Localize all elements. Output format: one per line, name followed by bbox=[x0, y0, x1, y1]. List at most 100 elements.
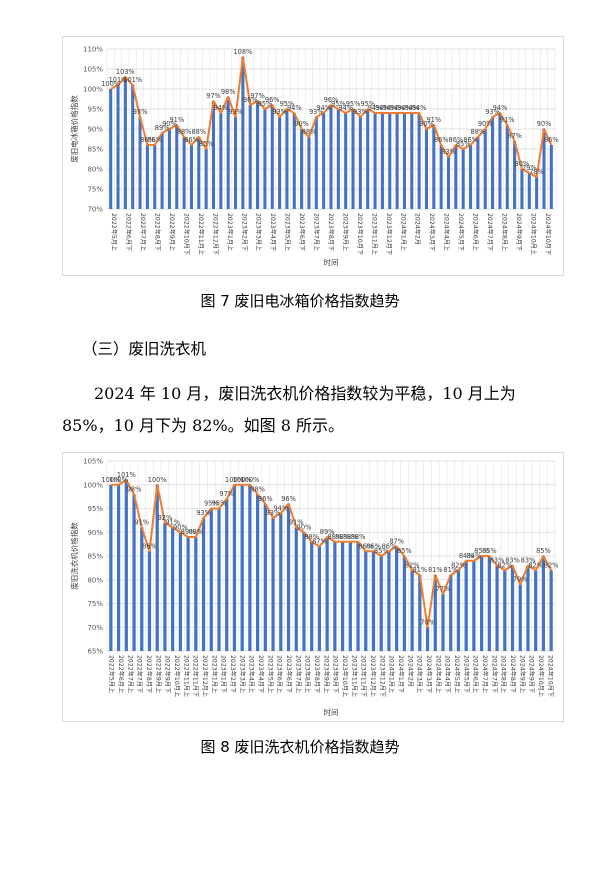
fig8-bar bbox=[449, 575, 453, 651]
fig8-data-label: 98% bbox=[127, 485, 142, 493]
fig7-data-label: 88% bbox=[191, 128, 206, 136]
fig8-data-label: 90% bbox=[173, 523, 188, 531]
fig8-bar bbox=[333, 541, 337, 651]
fig7-bar bbox=[256, 101, 260, 209]
fig8-xtick-label: 2023年8月上 bbox=[304, 655, 312, 693]
fig7-data-label: 78% bbox=[529, 168, 544, 176]
fig7-bar bbox=[189, 145, 194, 209]
fig8-data-label: 82% bbox=[405, 561, 420, 569]
fig7-ytick-label: 110% bbox=[83, 46, 103, 54]
fig7-data-label: 91% bbox=[169, 116, 184, 124]
fig7-bar bbox=[300, 129, 304, 209]
fig8-bar bbox=[317, 546, 322, 651]
fig7-bar bbox=[461, 149, 465, 209]
fig7-bar bbox=[263, 109, 267, 209]
paragraph-line-2: 85%，10 月下为 82%。如图 8 所示。 bbox=[62, 416, 345, 435]
fig8-data-label: 82% bbox=[528, 561, 543, 569]
fig8-data-label: 100% bbox=[233, 476, 252, 484]
fig8-bar bbox=[441, 594, 445, 651]
fig7-xtick-label: 2024年10月下 bbox=[544, 213, 552, 255]
fig7-xtick-label: 2024年7月下 bbox=[486, 213, 494, 251]
fig7-bar bbox=[454, 145, 458, 209]
fig8-bar bbox=[263, 503, 267, 651]
fig7-data-label: 100% bbox=[101, 80, 120, 88]
fig8-bar bbox=[549, 570, 553, 651]
fig7-data-label: 96% bbox=[324, 96, 339, 104]
fig7-data-label: 93% bbox=[485, 108, 500, 116]
fig7-xtick-label: 2024年3月下 bbox=[428, 213, 436, 251]
fig7-data-label: 97% bbox=[206, 92, 221, 100]
fig8-data-label: 83% bbox=[490, 557, 505, 565]
fig8-bar bbox=[147, 551, 152, 651]
fig7-xtick-label: 2022年7月上 bbox=[139, 213, 147, 251]
fig8-data-label: 97% bbox=[219, 490, 234, 498]
fig8-xtick-label: 2023年9月下 bbox=[332, 655, 340, 693]
fig7-bar bbox=[307, 137, 311, 209]
fig7-data-label: 79% bbox=[522, 164, 537, 172]
fig7-xtick-label: 2022年8月下 bbox=[154, 213, 162, 251]
fig7-bar bbox=[351, 109, 355, 209]
fig7-ytick-label: 85% bbox=[87, 146, 103, 154]
fig7-xtick-label: 2024年6月上 bbox=[472, 213, 480, 251]
fig7-bar bbox=[439, 145, 443, 209]
fig8-xtick-label: 2022年7月下 bbox=[136, 655, 144, 693]
fig8-bar bbox=[178, 532, 183, 651]
fig8-bar bbox=[232, 484, 237, 651]
fig8-bar bbox=[418, 575, 422, 651]
fig8-data-label: 100% bbox=[240, 476, 259, 484]
fig8-data-label: 93% bbox=[196, 509, 211, 517]
fig8-bar bbox=[472, 560, 476, 651]
fig7-data-label: 90% bbox=[478, 120, 493, 128]
fig7-data-label: 89% bbox=[155, 124, 170, 132]
fig7-bar bbox=[131, 85, 135, 209]
fig8-data-label: 88% bbox=[335, 533, 350, 541]
fig8-bar bbox=[155, 484, 159, 651]
fig8-data-label: 100% bbox=[101, 476, 120, 484]
fig7-xtick-label: 2024年4月上 bbox=[443, 213, 451, 251]
fig8-xtick-label: 2023年2月下 bbox=[229, 655, 237, 693]
fig8-data-label: 91% bbox=[289, 519, 304, 527]
section-paragraph: 2024 年 10 月，废旧洗衣机价格指数较为平稳，10 月上为 85%，10 … bbox=[62, 378, 562, 442]
fig7-bar bbox=[204, 149, 208, 209]
fig7-data-label: 94% bbox=[338, 104, 353, 112]
fig7-bar bbox=[329, 105, 333, 209]
fig8-xtick-label: 2022年5月上 bbox=[108, 655, 116, 693]
fig7-xtick-label: 2024年2月 bbox=[414, 213, 422, 245]
fig8-xtick-label: 2023年5月上 bbox=[266, 655, 274, 693]
fig7-data-label: 95% bbox=[346, 100, 361, 108]
fig8-bar bbox=[479, 556, 484, 651]
fig8-data-label: 82% bbox=[544, 561, 559, 569]
fig8-data-label: 77% bbox=[436, 585, 451, 593]
fig7-data-label: 91% bbox=[426, 116, 441, 124]
fig8-data-label: 91% bbox=[134, 519, 149, 527]
fig7-data-label: 95% bbox=[331, 100, 346, 108]
fig8-ytick-label: 95% bbox=[87, 505, 103, 513]
fig8-xtick-label: 2024年1月上 bbox=[388, 655, 396, 693]
fig8-bar bbox=[240, 484, 244, 651]
fig8-bar bbox=[163, 522, 167, 651]
section-heading: （三）废旧洗衣机 bbox=[82, 340, 207, 358]
fig7-data-label: 85% bbox=[199, 140, 214, 148]
fig7-xtick-label: 2023年10月下 bbox=[356, 213, 364, 255]
figure7-caption: 图 7 废旧电冰箱价格指数趋势 bbox=[200, 292, 400, 310]
fig7-xtick-label: 2023年12月下 bbox=[385, 213, 393, 255]
fig8-data-label: 81% bbox=[428, 566, 443, 574]
fig8-data-label: 84% bbox=[467, 552, 482, 560]
fig7-bar bbox=[549, 145, 553, 209]
fig8-data-label: 96% bbox=[258, 495, 273, 503]
fig7-series-line bbox=[110, 56, 553, 178]
fig7-bar bbox=[344, 113, 348, 209]
fig8-data-label: 82% bbox=[497, 561, 512, 569]
fig8-xtick-label: 2024年7月下 bbox=[490, 655, 498, 693]
fig7-data-label: 94% bbox=[390, 104, 405, 112]
fig7-ytick-label: 95% bbox=[87, 106, 103, 114]
fig7-data-label: 93% bbox=[309, 108, 324, 116]
fig7-xtick-label: 2023年6月下 bbox=[298, 213, 306, 251]
fig7-bar bbox=[491, 117, 495, 209]
fig7-bar bbox=[160, 133, 164, 209]
fig7-xtick-label: 2022年6月下 bbox=[125, 213, 133, 251]
fig7-data-label: 93% bbox=[353, 108, 368, 116]
fig8-data-label: 88% bbox=[328, 533, 343, 541]
fig7-xtick-label: 2024年10月上 bbox=[529, 213, 537, 255]
fig8-bar bbox=[286, 503, 291, 651]
